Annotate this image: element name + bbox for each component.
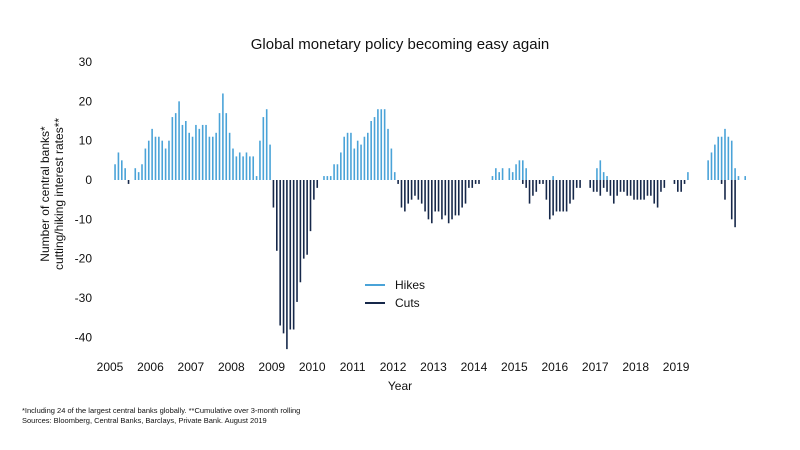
x-tick-label: 2018 — [622, 360, 649, 374]
y-tick-label: 20 — [79, 94, 93, 108]
y-tick-label: -10 — [75, 212, 93, 226]
x-tick-label: 2012 — [380, 360, 407, 374]
x-tick-label: 2005 — [97, 360, 124, 374]
footnote-line-1: *Including 24 of the largest central ban… — [22, 406, 301, 415]
y-tick-label: 30 — [79, 55, 93, 69]
chart-title: Global monetary policy becoming easy aga… — [250, 36, 550, 53]
x-tick-label: 2007 — [178, 360, 205, 374]
legend-swatch-cuts — [365, 302, 385, 304]
x-tick-label: 2008 — [218, 360, 245, 374]
x-tick-label: 2011 — [340, 360, 366, 374]
y-tick-labels: 30 20 10 0 -10 -20 -30 -40 — [75, 55, 93, 344]
y-tick-label: 0 — [85, 173, 92, 187]
x-tick-label: 2015 — [501, 360, 528, 374]
footnote-line-2: Sources: Bloomberg, Central Banks, Barcl… — [22, 416, 267, 425]
legend-item-hikes: Hikes — [365, 276, 425, 294]
x-tick-label: 2014 — [461, 360, 488, 374]
legend-label-hikes: Hikes — [395, 278, 426, 292]
bars — [114, 93, 747, 350]
x-tick-label: 2010 — [299, 360, 326, 374]
y-tick-label: 10 — [79, 134, 93, 148]
y-tick-label: -30 — [75, 291, 93, 305]
x-tick-label: 2009 — [258, 360, 285, 374]
y-tick-label: -20 — [75, 252, 93, 266]
x-axis-label: Year — [387, 379, 413, 393]
footnote: *Including 24 of the largest central ban… — [22, 406, 300, 426]
x-tick-labels: 2005 2006 2007 2008 2009 2010 2011 2012 2013 2014… — [97, 360, 690, 374]
x-tick-label: 2006 — [137, 360, 164, 374]
legend: Hikes Cuts — [365, 276, 425, 312]
legend-swatch-hikes — [365, 284, 385, 286]
legend-label-cuts: Cuts — [395, 296, 420, 310]
x-tick-label: 2013 — [420, 360, 447, 374]
y-tick-label: -40 — [75, 330, 93, 344]
x-tick-label: 2019 — [663, 360, 690, 374]
legend-item-cuts: Cuts — [365, 294, 425, 312]
x-tick-label: 2017 — [582, 360, 609, 374]
x-tick-label: 2016 — [541, 360, 568, 374]
